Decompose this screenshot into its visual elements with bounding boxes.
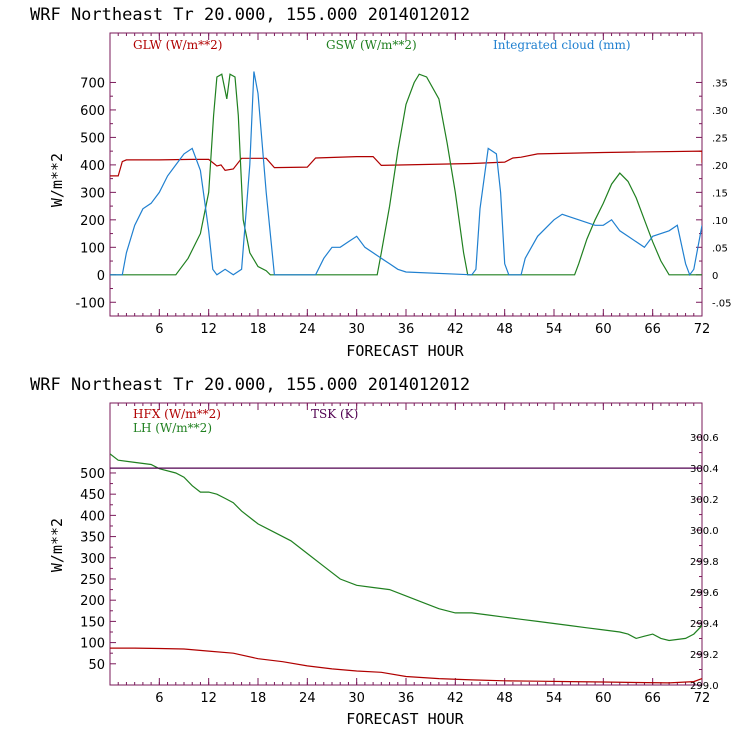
y2-tick-label: .15 bbox=[712, 188, 728, 199]
x-tick-label: 36 bbox=[398, 322, 415, 337]
y-tick-label: 100 bbox=[80, 241, 105, 256]
x-tick-label: 6 bbox=[155, 322, 163, 337]
bottom-series-group bbox=[110, 453, 702, 684]
y-tick-label: 700 bbox=[80, 76, 105, 91]
y-tick-label: 100 bbox=[80, 637, 105, 652]
y-tick-label: 200 bbox=[80, 214, 105, 229]
bottom-y2-axis: 299.0 299.2 299.4 299.6 299.8 300.0 300.2 300.4… bbox=[690, 433, 719, 692]
y-tick-label: 450 bbox=[80, 488, 105, 503]
y2-tick-label: 0 bbox=[712, 271, 718, 282]
x-tick-label: 66 bbox=[644, 691, 661, 706]
bottom-chart-title: WRF Northeast Tr 20.000, 155.000 2014012… bbox=[30, 375, 470, 395]
bottom-x-axis: 6 12 18 24 30 36 42 48 54 60 66 72 bbox=[117, 403, 711, 706]
y2-tick-label: 300.0 bbox=[690, 526, 719, 537]
y-tick-label: 500 bbox=[80, 467, 105, 482]
x-tick-label: 42 bbox=[447, 691, 464, 706]
top-y-axis: -100 0 100 200 300 400 500 600 700 bbox=[75, 76, 116, 311]
top-y-axis-label: W/m**2 bbox=[48, 153, 66, 207]
bottom-plot-frame bbox=[109, 402, 703, 686]
legend-glw: GLW (W/m**2) bbox=[133, 38, 222, 52]
bottom-y-axis: 50 100 150 200 250 300 350 400 450 500 bbox=[80, 467, 116, 673]
y2-tick-label: .35 bbox=[712, 78, 728, 89]
y-tick-label: 300 bbox=[80, 552, 105, 567]
y-tick-label: 600 bbox=[80, 104, 105, 119]
y-tick-label: 400 bbox=[80, 509, 105, 524]
top-panel: WRF Northeast Tr 20.000, 155.000 2014012… bbox=[30, 5, 732, 360]
x-tick-label: 54 bbox=[546, 322, 563, 337]
series-line-gsw bbox=[110, 73, 702, 276]
bottom-panel: WRF Northeast Tr 20.000, 155.000 2014012… bbox=[30, 375, 719, 728]
y2-tick-label: .25 bbox=[712, 133, 728, 144]
y2-tick-label: 300.6 bbox=[690, 433, 719, 444]
top-plot-frame bbox=[109, 32, 703, 317]
y-tick-label: 150 bbox=[80, 615, 105, 630]
y-tick-label: 400 bbox=[80, 159, 105, 174]
y-tick-label: 300 bbox=[80, 186, 105, 201]
x-tick-label: 30 bbox=[348, 322, 365, 337]
bottom-x-axis-label: FORECAST HOUR bbox=[346, 710, 464, 728]
top-chart-title: WRF Northeast Tr 20.000, 155.000 2014012… bbox=[30, 5, 470, 25]
x-tick-label: 72 bbox=[694, 691, 711, 706]
bottom-y-axis-label: W/m**2 bbox=[48, 518, 66, 572]
y2-tick-label: 299.8 bbox=[690, 557, 719, 568]
y-tick-label: 500 bbox=[80, 131, 105, 146]
y-tick-label: 350 bbox=[80, 531, 105, 546]
x-tick-label: 12 bbox=[200, 322, 217, 337]
y2-tick-label: 299.2 bbox=[690, 650, 719, 661]
y-tick-label: 0 bbox=[97, 269, 105, 284]
y-tick-label: 250 bbox=[80, 573, 105, 588]
y2-tick-label: 299.6 bbox=[690, 588, 719, 599]
top-y2-axis: -.05 0 .05 .10 .15 .20 .25 .30 .35 bbox=[696, 78, 732, 309]
x-tick-label: 24 bbox=[299, 691, 316, 706]
legend-lh: LH (W/m**2) bbox=[133, 421, 212, 435]
y2-tick-label: -.05 bbox=[712, 298, 732, 309]
series-line-glw bbox=[110, 150, 702, 177]
x-tick-label: 48 bbox=[496, 691, 513, 706]
y2-tick-label: 299.4 bbox=[690, 619, 719, 630]
legend-hfx: HFX (W/m**2) bbox=[133, 407, 221, 421]
x-tick-label: 60 bbox=[595, 691, 612, 706]
x-tick-label: 36 bbox=[398, 691, 415, 706]
series-line-integrated-cloud bbox=[110, 71, 702, 277]
y2-tick-label: 300.4 bbox=[690, 464, 719, 475]
top-x-axis: 6 12 18 24 30 36 42 48 54 60 66 72 bbox=[117, 33, 711, 337]
x-tick-label: 72 bbox=[694, 322, 711, 337]
legend-gsw: GSW (W/m**2) bbox=[326, 38, 417, 52]
y-tick-label: 200 bbox=[80, 594, 105, 609]
x-tick-label: 42 bbox=[447, 322, 464, 337]
x-tick-label: 60 bbox=[595, 322, 612, 337]
y2-tick-label: .10 bbox=[712, 216, 728, 227]
series-line-lh bbox=[110, 453, 702, 642]
y2-tick-label: .05 bbox=[712, 243, 728, 254]
top-x-axis-label: FORECAST HOUR bbox=[346, 342, 464, 360]
legend-integrated-cloud: Integrated cloud (mm) bbox=[493, 38, 631, 52]
series-line-hfx bbox=[110, 647, 702, 684]
x-tick-label: 24 bbox=[299, 322, 316, 337]
x-tick-label: 6 bbox=[155, 691, 163, 706]
y2-tick-label: 299.0 bbox=[690, 681, 719, 692]
legend-tsk: TSK (K) bbox=[311, 407, 358, 421]
x-tick-label: 30 bbox=[348, 691, 365, 706]
y2-tick-label: .30 bbox=[712, 106, 728, 117]
x-tick-label: 66 bbox=[644, 322, 661, 337]
y-tick-label: -100 bbox=[75, 296, 105, 311]
x-tick-label: 54 bbox=[546, 691, 563, 706]
x-tick-label: 18 bbox=[250, 691, 267, 706]
y2-tick-label: 300.2 bbox=[690, 495, 719, 506]
x-tick-label: 48 bbox=[496, 322, 513, 337]
y2-tick-label: .20 bbox=[712, 161, 728, 172]
y-tick-label: 50 bbox=[88, 658, 105, 673]
top-series-group bbox=[110, 71, 702, 277]
x-tick-label: 18 bbox=[250, 322, 267, 337]
x-tick-label: 12 bbox=[200, 691, 217, 706]
